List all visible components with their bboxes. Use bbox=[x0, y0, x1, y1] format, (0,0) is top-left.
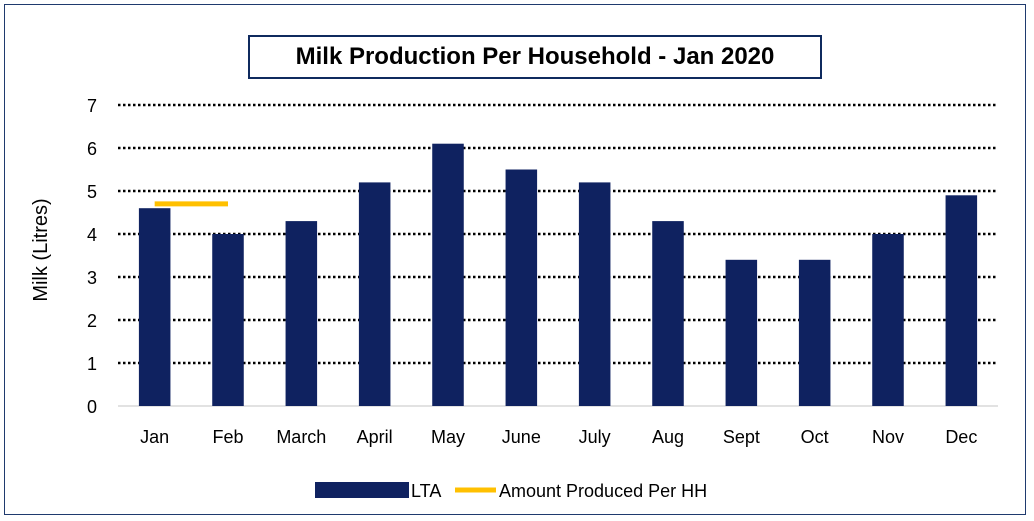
chart-title: Milk Production Per Household - Jan 2020 bbox=[248, 35, 822, 79]
legend-label-lta: LTA bbox=[411, 481, 441, 501]
x-tick-label: Feb bbox=[212, 427, 243, 447]
x-tick-label: Aug bbox=[652, 427, 684, 447]
bar bbox=[138, 208, 171, 406]
bar bbox=[285, 221, 318, 406]
y-tick-label: 2 bbox=[87, 311, 97, 331]
y-tick-label: 5 bbox=[87, 182, 97, 202]
x-tick-label: Oct bbox=[801, 427, 829, 447]
bar bbox=[872, 234, 904, 406]
bar bbox=[212, 234, 244, 406]
x-tick-label: Nov bbox=[872, 427, 904, 447]
x-tick-label: March bbox=[276, 427, 326, 447]
y-tick-label: 6 bbox=[87, 139, 97, 159]
bar bbox=[578, 182, 611, 406]
bar bbox=[945, 195, 978, 406]
x-tick-label: Dec bbox=[945, 427, 977, 447]
x-tick-label: May bbox=[431, 427, 465, 447]
x-tick-label: April bbox=[357, 427, 393, 447]
x-tick-label: Jan bbox=[140, 427, 169, 447]
bar bbox=[652, 221, 684, 406]
x-tick-label: July bbox=[579, 427, 611, 447]
y-tick-label: 7 bbox=[87, 96, 97, 116]
y-axis-label: Milk (Litres) bbox=[30, 198, 52, 301]
y-tick-label: 3 bbox=[87, 268, 97, 288]
y-tick-label: 0 bbox=[87, 397, 97, 417]
bar bbox=[798, 259, 831, 406]
y-tick-label: 1 bbox=[87, 354, 97, 374]
y-tick-label: 4 bbox=[87, 225, 97, 245]
legend-label-amount: Amount Produced Per HH bbox=[499, 481, 707, 501]
x-tick-label: June bbox=[502, 427, 541, 447]
bar bbox=[432, 143, 464, 406]
bar bbox=[358, 182, 391, 406]
bar bbox=[505, 169, 538, 406]
x-tick-label: Sept bbox=[723, 427, 760, 447]
legend-swatch-lta bbox=[315, 482, 409, 498]
bar bbox=[725, 259, 758, 406]
